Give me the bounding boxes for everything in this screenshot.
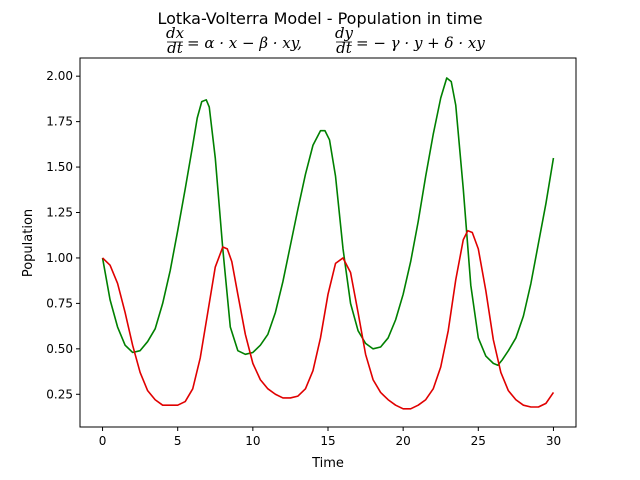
- y-tick-label: 0.25: [46, 387, 73, 401]
- x-tick-label: 0: [99, 434, 107, 448]
- predator-equation-rhs: = − γ · y + δ · xy: [356, 34, 485, 52]
- x-tick-label: 15: [320, 434, 335, 448]
- y-tick-label: 0.50: [46, 342, 73, 356]
- y-tick-label: 1.75: [46, 115, 73, 129]
- y-tick-label: 1.00: [46, 251, 73, 265]
- x-axis-label: Time: [311, 456, 344, 471]
- predator-equation-numerator: dy: [335, 24, 354, 42]
- plot-frame: [79, 57, 577, 428]
- series-line-0: [101, 77, 555, 366]
- x-tick-label: 10: [245, 434, 260, 448]
- y-tick-label: 2.00: [46, 69, 73, 83]
- predator-equation-denominator: dt: [336, 39, 353, 57]
- y-tick-label: 0.75: [46, 296, 73, 310]
- series-layer: [101, 77, 555, 410]
- series-line-1: [101, 229, 555, 410]
- x-tick-label: 25: [471, 434, 486, 448]
- x-tick-label: 5: [174, 434, 182, 448]
- y-axis-label: Population: [21, 209, 36, 277]
- x-tick-label: 30: [546, 434, 561, 448]
- chart-title: Lotka-Volterra Model - Population in tim…: [157, 9, 482, 28]
- prey-equation-numerator: dx: [166, 24, 185, 42]
- prey-equation-rhs: = α · x − β · xy,: [187, 34, 302, 52]
- x-tick-label: 20: [396, 434, 411, 448]
- prey-equation: dx dt = α · x − β · xy,: [166, 24, 302, 57]
- y-tick-label: 1.25: [46, 206, 73, 220]
- prey-equation-denominator: dt: [167, 39, 184, 57]
- predator-equation: dy dt = − γ · y + δ · xy: [335, 24, 485, 57]
- y-tick-label: 1.50: [46, 160, 73, 174]
- tick-layer: 0 5 10 15 20 25 30 0.25 0.50 0.75 1.00 1.25 1.50 1.75…: [46, 69, 561, 448]
